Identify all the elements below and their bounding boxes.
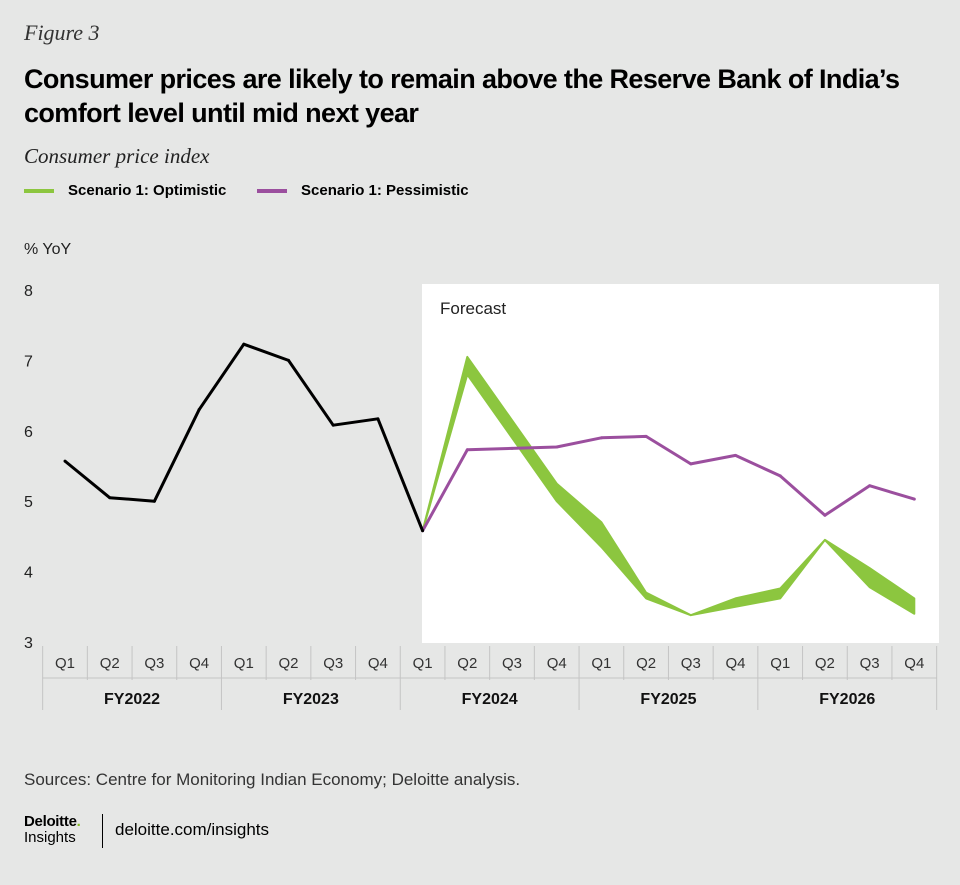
x-tick-label-6: Q3: [323, 655, 343, 672]
fiscal-year-label-4: FY2026: [819, 691, 875, 708]
pessimistic-point-3: [555, 445, 559, 449]
historical-point-6: [331, 423, 335, 427]
historical-point-5: [287, 358, 290, 362]
deloitte-insights-logo: Deloitte. Insights: [24, 814, 104, 846]
historical-point-4: [242, 342, 246, 346]
brand-name: Deloitte: [24, 813, 77, 830]
legend-swatch-optimistic: [24, 188, 54, 193]
x-tick-label-18: Q3: [860, 655, 880, 672]
historical-line: [64, 342, 424, 532]
pessimistic-point-10: [868, 484, 872, 488]
legend-item-pessimistic: Scenario 1: Pessimistic: [257, 182, 469, 199]
footer-divider: [102, 814, 103, 848]
pessimistic-point-6: [689, 462, 693, 466]
brand-sub: Insights: [24, 829, 76, 846]
x-tick-label-14: Q3: [681, 655, 701, 672]
chart-subtitle: Consumer price index: [24, 144, 210, 168]
x-tick-label-2: Q3: [144, 655, 164, 672]
forecast-region: [422, 284, 939, 643]
y-tick-label-6: 6: [24, 424, 33, 441]
pessimistic-point-11: [912, 497, 916, 501]
y-tick-label-8: 8: [24, 283, 33, 300]
legend-label-pessimistic: Scenario 1: Pessimistic: [301, 182, 469, 199]
x-tick-label-17: Q2: [815, 655, 835, 672]
y-axis-label: % YoY: [24, 241, 71, 258]
x-tick-label-5: Q2: [278, 655, 298, 672]
x-tick-label-11: Q4: [547, 655, 567, 672]
y-tick-label-5: 5: [24, 494, 33, 511]
x-tick-label-7: Q4: [368, 655, 388, 672]
historical-point-8: [421, 529, 425, 533]
optimistic-band-segment-0: [421, 355, 916, 617]
x-tick-label-12: Q1: [591, 655, 611, 672]
sources-note: Sources: Centre for Monitoring Indian Ec…: [24, 770, 521, 789]
cpi-chart: Forecast % YoY 3 4 5 6 7 8 Q1 Q2 Q3 Q4 Q1 Q2 Q3 Q4 Q1 Q2 Q…: [24, 241, 939, 710]
pessimistic-point-8: [778, 474, 782, 478]
x-tick-label-13: Q2: [636, 655, 656, 672]
x-tick-label-9: Q2: [457, 655, 477, 672]
fiscal-year-label-1: FY2023: [283, 691, 339, 708]
historical-point-7: [376, 417, 380, 421]
x-tick-label-16: Q1: [770, 655, 790, 672]
pessimistic-point-9: [823, 513, 827, 517]
pessimistic-point-5: [644, 434, 648, 438]
chart-title: Consumer prices are likely to remain abo…: [24, 64, 900, 128]
fiscal-year-label-3: FY2025: [640, 691, 696, 708]
x-tick-label-4: Q1: [234, 655, 254, 672]
fiscal-year-label-2: FY2024: [462, 691, 518, 708]
brand-dot: .: [76, 813, 81, 830]
legend-swatch-pessimistic: [257, 188, 287, 193]
x-tick-label-19: Q4: [904, 655, 924, 672]
pessimistic-point-7: [734, 453, 737, 457]
y-tick-label-3: 3: [24, 635, 33, 652]
pessimistic-point-4: [599, 436, 603, 440]
fiscal-year-label-0: FY2022: [104, 691, 160, 708]
y-tick-label-4: 4: [24, 565, 33, 582]
pessimistic-point-1: [465, 448, 469, 452]
y-tick-label-7: 7: [24, 353, 33, 370]
x-tick-label-15: Q4: [725, 655, 745, 672]
legend-item-optimistic: Scenario 1: Optimistic: [24, 182, 226, 199]
x-tick-label-3: Q4: [189, 655, 209, 672]
site-url-link[interactable]: deloitte.com/insights: [115, 820, 270, 839]
historical-point-0: [63, 459, 67, 463]
pessimistic-point-2: [510, 446, 514, 450]
x-tick-label-10: Q3: [502, 655, 522, 672]
x-tick-label-0: Q1: [55, 655, 75, 672]
x-tick-label-8: Q1: [413, 655, 433, 672]
figure-label: Figure 3: [24, 20, 100, 45]
pessimistic-line: [421, 434, 915, 532]
historical-point-1: [108, 496, 112, 500]
forecast-label: Forecast: [440, 299, 506, 318]
x-tick-label-1: Q2: [100, 655, 120, 672]
legend-label-optimistic: Scenario 1: Optimistic: [68, 182, 227, 199]
historical-point-2: [152, 499, 156, 503]
historical-point-3: [197, 408, 201, 412]
